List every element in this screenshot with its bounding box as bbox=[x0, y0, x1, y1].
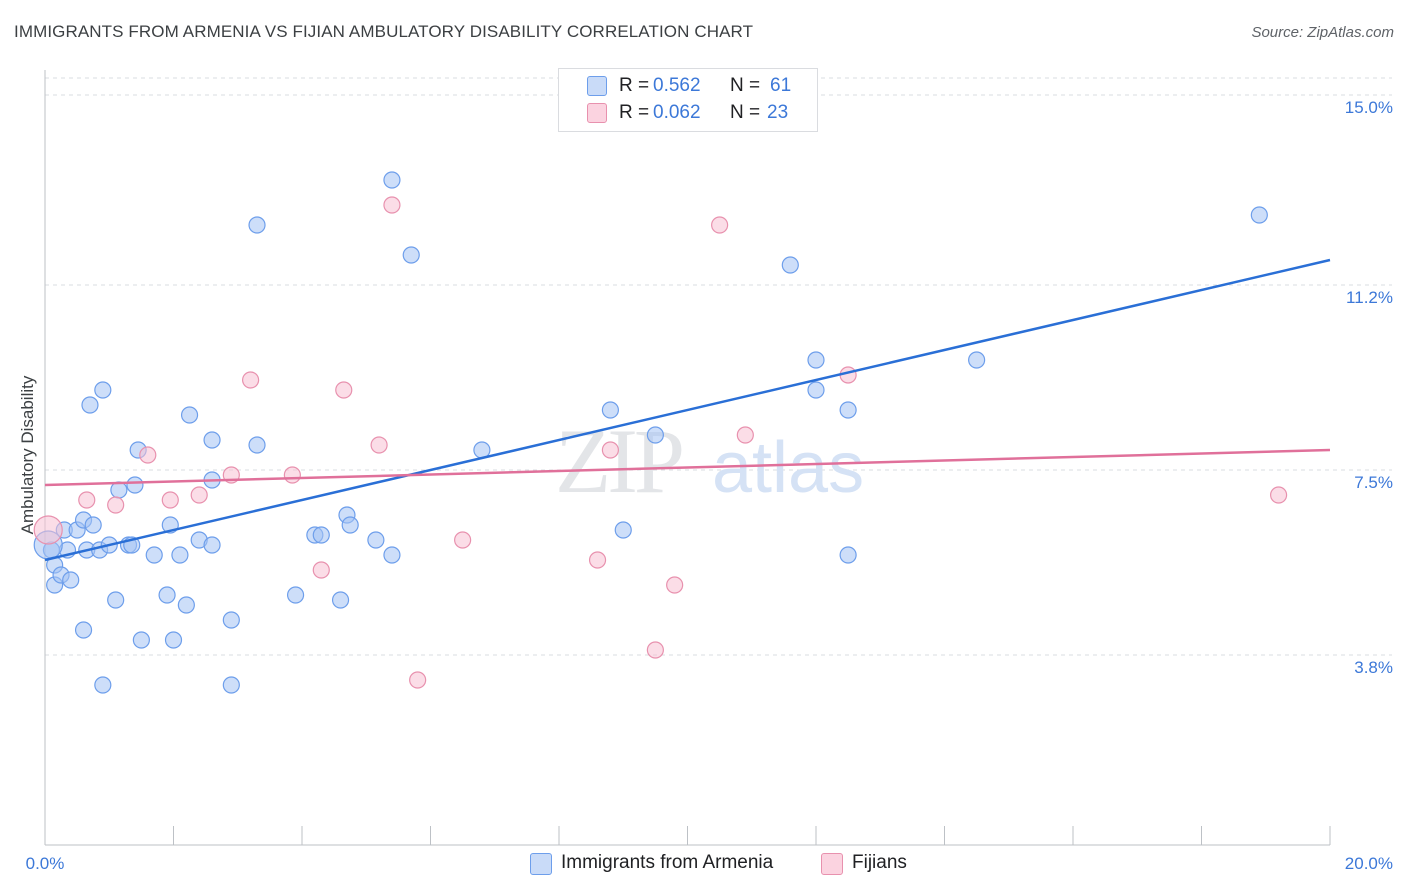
armenia-point bbox=[286, 586, 305, 604]
legend-swatch-fijians bbox=[587, 103, 607, 123]
armenia-point bbox=[1250, 206, 1268, 224]
y-tick-label: 3.8% bbox=[1354, 658, 1393, 677]
fijian-point bbox=[666, 576, 684, 594]
armenia-point bbox=[94, 676, 112, 694]
fijian-point bbox=[711, 216, 729, 234]
fijian-point bbox=[107, 496, 125, 514]
armenia-point bbox=[222, 611, 240, 629]
armenia-point bbox=[107, 591, 125, 609]
armenia-point bbox=[177, 596, 195, 614]
armenia-point bbox=[74, 621, 93, 639]
source-label: Source: ZipAtlas.com bbox=[1251, 24, 1394, 41]
watermark-atlas: atlas bbox=[712, 428, 864, 508]
series-label-fijians: Fijians bbox=[852, 852, 907, 873]
armenia-point bbox=[110, 481, 128, 499]
chart-title: IMMIGRANTS FROM ARMENIA VS FIJIAN AMBULA… bbox=[14, 22, 754, 41]
armenia-point bbox=[248, 216, 266, 234]
fijian-point bbox=[33, 515, 63, 545]
fijian-point bbox=[370, 436, 388, 454]
points-layer bbox=[33, 171, 1288, 694]
fijian-point bbox=[242, 371, 260, 389]
fijian-point bbox=[383, 196, 401, 214]
armenia-point bbox=[180, 406, 199, 424]
x-tick-label-min: 0.0% bbox=[26, 854, 65, 873]
armenia-point bbox=[383, 171, 401, 189]
y-axis-label: Ambulatory Disability bbox=[18, 375, 37, 535]
armenia-point bbox=[807, 381, 825, 399]
legend-r-value-fijians: 0.062 bbox=[653, 102, 701, 123]
label-layer: 3.8% 7.5% 11.2% 15.0% 0.0% 20.0% bbox=[26, 98, 1393, 873]
fijian-point bbox=[409, 671, 427, 689]
series-label-armenia: Immigrants from Armenia bbox=[561, 852, 774, 873]
trend-layer bbox=[44, 258, 1331, 562]
axis-layer bbox=[44, 70, 1331, 846]
fijian-point bbox=[1269, 486, 1288, 504]
watermark-zip: ZIP bbox=[555, 410, 682, 512]
fijian-point bbox=[312, 561, 330, 579]
armenia-point bbox=[203, 536, 221, 554]
legend-swatch-armenia bbox=[587, 76, 607, 96]
armenia-point bbox=[164, 631, 183, 649]
armenia-point bbox=[312, 526, 330, 544]
armenia-trend-line bbox=[44, 258, 1331, 562]
y-tick-label: 11.2% bbox=[1346, 288, 1393, 307]
fijian-point bbox=[283, 466, 301, 484]
armenia-point bbox=[145, 546, 163, 564]
armenia-point bbox=[646, 426, 664, 444]
series-swatch-fijians bbox=[821, 853, 843, 875]
armenia-point bbox=[62, 571, 80, 589]
armenia-point bbox=[171, 546, 189, 564]
x-tick-label-max: 20.0% bbox=[1345, 854, 1393, 873]
legend-r-label: R = bbox=[619, 102, 650, 123]
armenia-point bbox=[839, 401, 857, 419]
legend-n-label: N = bbox=[730, 75, 761, 96]
armenia-point bbox=[132, 631, 150, 649]
armenia-point bbox=[331, 591, 350, 609]
armenia-point bbox=[341, 516, 359, 534]
fijian-point bbox=[588, 551, 607, 569]
legend-n-value-armenia: 61 bbox=[770, 75, 792, 96]
y-tick-label: 15.0% bbox=[1345, 98, 1393, 117]
armenia-point bbox=[94, 381, 112, 399]
armenia-point bbox=[248, 436, 266, 454]
fijian-point bbox=[335, 381, 353, 399]
armenia-point bbox=[383, 546, 401, 564]
fijian-point bbox=[190, 486, 208, 504]
fijian-trend-line bbox=[44, 448, 1331, 487]
fijian-point bbox=[736, 426, 754, 444]
armenia-point bbox=[839, 546, 857, 564]
legend-r-label: R = bbox=[619, 75, 650, 96]
y-tick-label: 7.5% bbox=[1354, 473, 1393, 492]
armenia-point bbox=[222, 676, 240, 694]
armenia-point bbox=[203, 431, 221, 449]
armenia-point bbox=[126, 476, 144, 494]
watermark: ZIP atlas bbox=[555, 410, 864, 512]
armenia-point bbox=[367, 531, 385, 549]
series-swatch-armenia bbox=[530, 853, 552, 875]
fijian-point bbox=[454, 531, 472, 549]
armenia-point bbox=[781, 256, 799, 274]
armenia-point bbox=[968, 351, 986, 369]
armenia-point bbox=[807, 351, 825, 369]
armenia-point bbox=[614, 521, 632, 539]
armenia-point bbox=[84, 516, 102, 534]
armenia-point bbox=[81, 396, 99, 414]
grid-layer bbox=[45, 77, 1392, 656]
fijian-point bbox=[646, 641, 664, 659]
legend-n-label: N = bbox=[730, 102, 761, 123]
fijian-point bbox=[139, 446, 157, 464]
fijian-point bbox=[601, 441, 620, 459]
armenia-point bbox=[601, 401, 620, 419]
legend-r-value-armenia: 0.562 bbox=[653, 75, 701, 96]
correlation-legend: R = 0.562 N = 61 R = 0.062 N = 23 bbox=[558, 68, 818, 132]
armenia-point bbox=[402, 246, 420, 264]
armenia-point bbox=[158, 586, 176, 604]
legend-n-value-fijians: 23 bbox=[767, 102, 789, 123]
fijian-point bbox=[161, 491, 179, 509]
fijian-point bbox=[78, 491, 96, 509]
